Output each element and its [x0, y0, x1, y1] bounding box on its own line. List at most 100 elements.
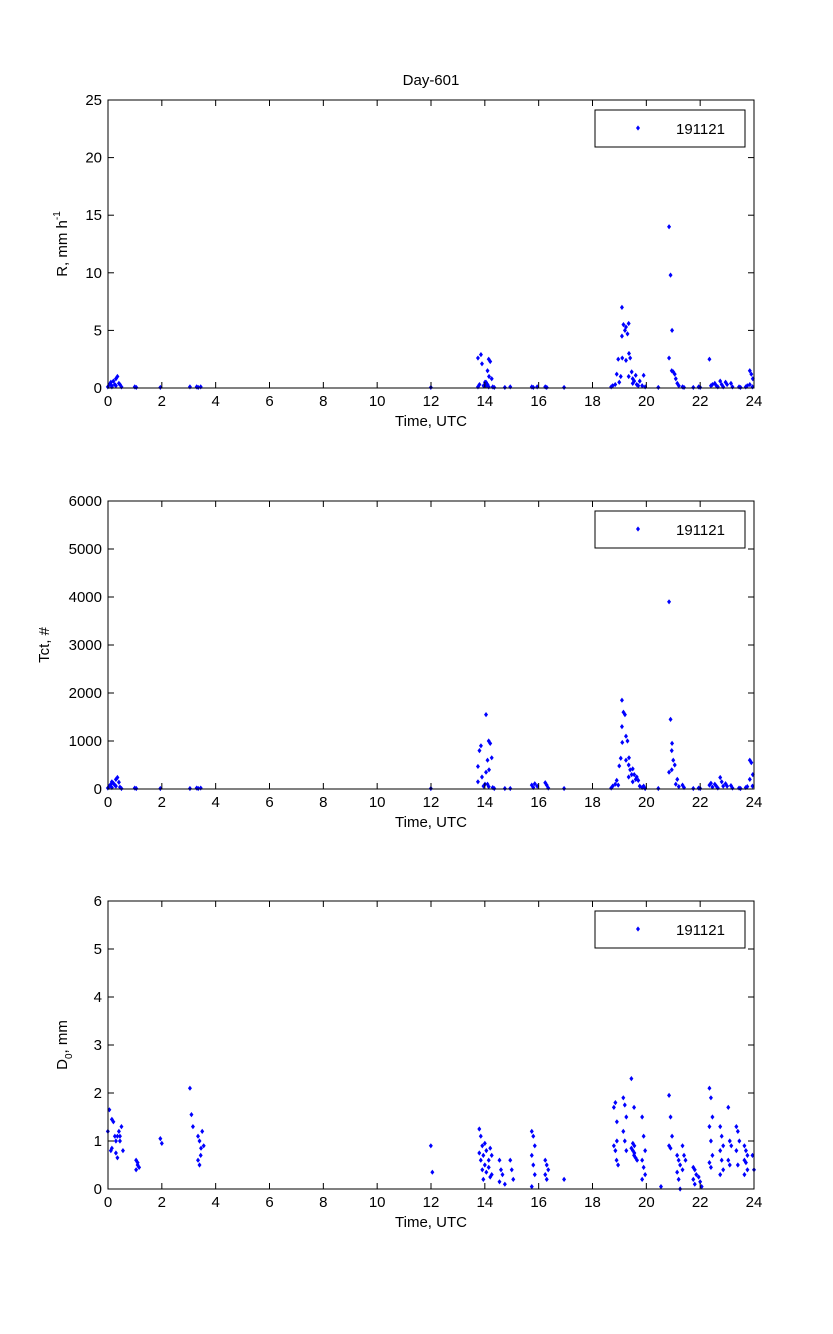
data-point — [113, 1138, 118, 1144]
data-point — [632, 1143, 637, 1149]
data-point — [477, 748, 482, 754]
data-point — [112, 1133, 117, 1139]
data-point — [630, 380, 635, 386]
x-tick-label: 18 — [584, 794, 601, 811]
figure-title: Day-601 — [403, 72, 460, 89]
data-point — [630, 766, 635, 772]
y-tick-label: 0 — [94, 1181, 102, 1198]
data-point — [479, 361, 484, 367]
data-point — [532, 1172, 537, 1178]
data-point — [670, 327, 675, 333]
data-point — [718, 1148, 723, 1154]
x-tick-label: 0 — [104, 794, 112, 811]
data-point — [113, 776, 118, 782]
data-point — [734, 1148, 739, 1154]
data-point — [675, 380, 680, 386]
data-point — [632, 1104, 637, 1110]
data-point — [623, 324, 628, 330]
data-point — [197, 1162, 202, 1168]
data-point — [508, 1157, 513, 1163]
data-point — [487, 767, 492, 773]
data-point — [641, 372, 646, 378]
data-point — [683, 1157, 688, 1163]
data-point — [485, 368, 490, 374]
legend-label: 191121 — [676, 121, 725, 138]
data-point — [613, 1100, 618, 1106]
data-point — [117, 1133, 122, 1139]
y-tick-label: 5 — [94, 941, 102, 958]
x-tick-label: 6 — [265, 794, 273, 811]
data-point — [486, 784, 491, 790]
data-point — [511, 1176, 516, 1182]
y-tick-label: 6 — [94, 893, 102, 910]
x-axis-label: Time, UTC — [395, 814, 467, 831]
data-point — [609, 384, 614, 390]
data-point — [484, 769, 489, 775]
data-point — [721, 1143, 726, 1149]
data-point — [691, 1176, 696, 1182]
y-tick-label: 4000 — [69, 589, 102, 606]
data-point — [532, 1143, 537, 1149]
data-point — [658, 1184, 663, 1190]
data-point — [634, 774, 639, 780]
y-tick-label: 1000 — [69, 733, 102, 750]
data-point — [113, 383, 118, 389]
data-point — [614, 1138, 619, 1144]
data-point — [656, 384, 661, 391]
data-point — [543, 1172, 548, 1178]
y-tick-label: 1 — [94, 1133, 102, 1150]
data-point — [719, 1157, 724, 1163]
data-point — [478, 1133, 483, 1139]
data-point — [613, 381, 618, 388]
y-tick-label: 0 — [94, 781, 102, 798]
data-point — [621, 1095, 626, 1101]
data-point — [636, 383, 641, 389]
x-tick-label: 16 — [530, 794, 547, 811]
data-point — [116, 779, 121, 785]
data-point — [667, 355, 672, 361]
x-tick-label: 4 — [211, 393, 219, 410]
data-point — [676, 784, 681, 790]
data-point — [625, 738, 630, 744]
data-point — [497, 1157, 502, 1163]
data-point — [692, 1167, 697, 1173]
data-point — [730, 785, 735, 791]
data-points — [105, 599, 755, 792]
data-point — [109, 1145, 114, 1151]
data-point — [708, 1138, 713, 1144]
data-point — [735, 1162, 740, 1168]
data-point — [486, 1164, 491, 1170]
data-point — [692, 1181, 697, 1187]
data-point — [113, 1150, 118, 1156]
x-tick-label: 8 — [319, 1194, 327, 1211]
data-point — [546, 785, 551, 791]
x-tick-label: 20 — [638, 1194, 655, 1211]
data-point — [475, 384, 480, 390]
data-point — [544, 1176, 549, 1182]
data-point — [119, 384, 124, 390]
data-point — [640, 1114, 645, 1120]
data-point — [707, 1085, 712, 1091]
data-point — [635, 1157, 640, 1163]
data-point — [489, 755, 494, 761]
data-point — [430, 1169, 435, 1175]
data-point — [643, 1172, 648, 1178]
data-point — [710, 784, 715, 790]
x-tick-label: 0 — [104, 393, 112, 410]
data-point — [637, 378, 642, 384]
data-point — [696, 1174, 701, 1180]
data-point — [667, 769, 672, 775]
data-point — [529, 782, 534, 788]
data-point — [669, 767, 674, 773]
data-point — [196, 1133, 201, 1139]
data-point — [715, 384, 720, 390]
data-point — [617, 763, 622, 769]
data-point — [562, 384, 567, 391]
data-point — [529, 1128, 534, 1134]
y-axis-label: Tct, # — [36, 626, 53, 663]
data-point — [187, 384, 192, 390]
data-point — [197, 1138, 202, 1144]
x-tick-label: 16 — [530, 393, 547, 410]
data-point — [640, 1157, 645, 1163]
